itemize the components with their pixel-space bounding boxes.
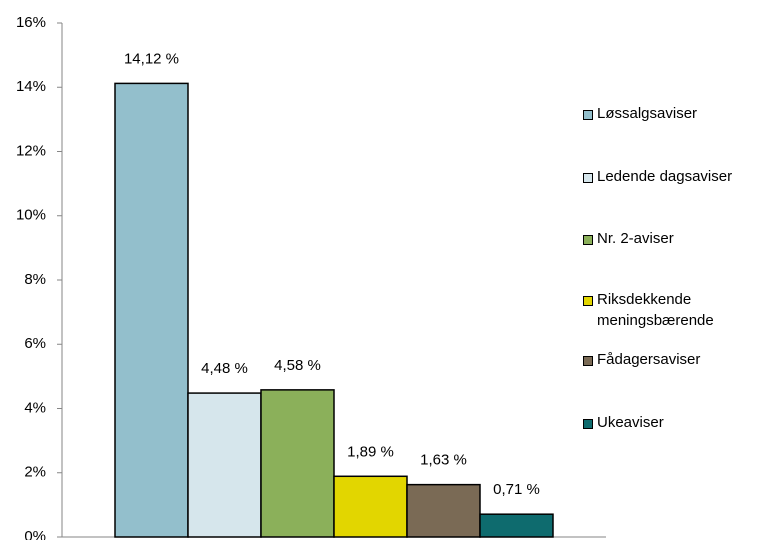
- bar: [333, 475, 408, 538]
- legend-label: Løssalgsaviser: [597, 105, 698, 122]
- data-label: 1,63 %: [420, 452, 467, 469]
- legend-label: Fådagersaviser: [597, 351, 701, 368]
- bar: [260, 389, 335, 538]
- legend-label: Ukeaviser: [597, 414, 664, 431]
- bar: [187, 392, 262, 538]
- y-tick-label: 0%: [24, 528, 46, 540]
- bar: [406, 483, 481, 538]
- legend-item: Riksdekkende meningsbærende: [583, 291, 758, 331]
- bar: [479, 513, 554, 538]
- y-tick-label: 2%: [24, 464, 46, 481]
- legend-swatch: [583, 173, 593, 183]
- bar: [114, 82, 189, 538]
- legend-swatch: [583, 110, 593, 120]
- y-tick-label: 16%: [16, 14, 46, 31]
- legend-item: Ukeaviser: [583, 414, 758, 433]
- legend-swatch: [583, 356, 593, 366]
- y-tick-label: 10%: [16, 207, 46, 224]
- legend-swatch: [583, 419, 593, 429]
- legend-label: Ledende dagsaviser: [597, 168, 733, 185]
- y-tick-label: 4%: [24, 399, 46, 416]
- y-tick-label: 8%: [24, 271, 46, 288]
- legend-swatch: [583, 296, 593, 306]
- legend-item: Ledende dagsaviser: [583, 168, 758, 187]
- legend-label: Riksdekkende meningsbærende: [597, 291, 714, 329]
- legend-item: Nr. 2-aviser: [583, 230, 758, 249]
- legend-item: Løssalgsaviser: [583, 105, 758, 124]
- data-label: 0,71 %: [493, 481, 540, 498]
- data-label: 4,48 %: [201, 360, 248, 377]
- y-tick-label: 12%: [16, 142, 46, 159]
- legend-swatch: [583, 235, 593, 245]
- data-label: 4,58 %: [274, 357, 321, 374]
- legend-item: Fådagersaviser: [583, 351, 758, 370]
- data-label: 1,89 %: [347, 443, 394, 460]
- y-tick-label: 6%: [24, 335, 46, 352]
- y-tick-label: 14%: [16, 78, 46, 95]
- data-label: 14,12 %: [124, 50, 179, 67]
- legend-label: Nr. 2-aviser: [597, 230, 674, 247]
